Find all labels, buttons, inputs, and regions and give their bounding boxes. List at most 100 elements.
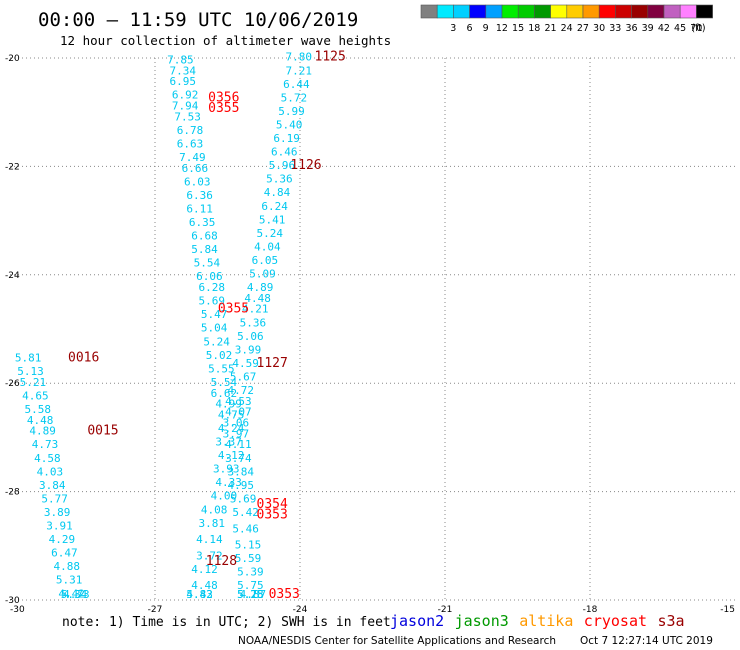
wave-height-point: 4.08 [201,503,228,516]
wave-height-point: 3.37 [215,436,242,449]
wave-height-point: 6.35 [189,216,216,229]
scale-label: 12 [496,23,508,34]
wave-height-point: 7.21 [286,64,313,77]
wave-height-point: 5.54 [194,257,221,270]
y-tick-label: -24 [5,271,20,281]
wave-height-point: 4.07 [225,406,252,419]
wave-height-point: 3.93 [213,463,240,476]
scale-swatch [566,4,584,19]
wave-height-point: 4.29 [49,533,76,546]
wave-height-point: 4.88 [54,560,81,573]
wave-height-point: 6.36 [186,189,213,202]
satellite-legend-item: cryosat [584,612,647,630]
scale-swatch [534,4,551,19]
wave-height-point: 5.34 [61,588,88,601]
wave-height-point: 6.19 [273,132,300,145]
scale-swatch [469,4,487,19]
wave-height-point: 5.41 [259,213,286,226]
scale-label: 27 [577,23,589,34]
satellite-legend-item: jason3 [455,612,509,630]
scale-label: 24 [561,23,573,34]
wave-height-point: 4.12 [191,563,218,576]
scale-label: 30 [593,23,605,34]
wave-height-point: 4.00 [211,490,238,503]
wave-height-point: 7.34 [170,64,197,77]
wave-height-point: 5.77 [41,492,68,505]
wave-height-point: 6.46 [271,146,298,159]
color-scale-legend: 3 6 9 12 15 18 21 24 27 30 33 36 39 42 45 70(ft) [420,4,713,34]
scale-label: 15 [512,23,524,34]
scale-label: 45 [674,23,686,34]
wave-height-point: 5.55 [208,362,235,375]
wave-height-point: 4.53 [225,395,252,408]
x-tick-label: -21 [438,605,453,615]
wave-height-point: 5.99 [278,105,305,118]
wave-height-point: 6.11 [186,202,213,215]
scale-swatch [501,4,519,19]
scale-label: 18 [528,23,540,34]
wave-height-point: 4.84 [264,186,291,199]
pass-time-label: 1127 [257,356,288,371]
scale-swatch [696,4,713,19]
wave-height-point: 4.11 [225,438,252,451]
wave-height-point: 3.97 [223,427,250,440]
wave-height-point: 7.80 [286,51,313,64]
wave-height-point: 5.72 [281,91,308,104]
wave-height-point: 5.09 [249,268,276,281]
scale-swatch [663,4,681,19]
satellite-legend: jason2 jason3 altika cryosat s3a [390,612,685,630]
wave-height-point: 5.36 [240,316,266,329]
scale-swatch [598,4,616,19]
wave-height-point: 6.28 [199,281,226,294]
pass-time-label: 1125 [315,50,346,65]
wave-height-point: 5.36 [266,173,293,186]
wave-height-point: 3.89 [44,506,70,519]
footer-timestamp: Oct 7 12:27:14 UTC 2019 [580,635,713,647]
wave-height-point: 4.73 [32,438,59,451]
pass-time-label: 0354 [257,497,288,512]
x-tick-label: -27 [148,605,163,615]
wave-height-point: 4.95 [228,479,255,492]
wave-height-point: 6.62 [211,387,238,400]
x-tick-label: -24 [293,605,308,615]
wave-height-point: 5.40 [276,118,303,131]
wave-height-point: 4.12 [218,449,245,462]
satellite-legend-item: jason2 [390,612,444,630]
wave-height-point: 7.94 [172,99,199,112]
wave-height-point: 5.69 [230,492,257,505]
chart-subtitle: 12 hour collection of altimeter wave hei… [60,33,391,48]
wave-height-point: 3.06 [223,417,250,430]
scale-label: 9 [483,23,489,34]
pass-time-label: 0353 [269,587,300,602]
scale-label: 36 [625,23,637,34]
wave-height-point: 4.89 [247,281,273,294]
satellite-legend-item: altika [519,612,573,630]
scale-swatch [453,4,470,19]
wave-height-point: 5.02 [206,349,233,362]
wave-height-point: 5.75 [237,579,264,592]
pass-time-label: 0016 [68,351,99,366]
wave-height-point: 4.48 [27,414,53,427]
wave-height-point: 5.21 [20,376,46,389]
x-tick-label: -18 [583,605,598,615]
y-tick-label: -28 [5,488,20,498]
scale-label: 33 [609,23,621,34]
wave-height-point: 4.03 [37,465,64,478]
scale-label: (ft) [691,23,705,34]
wave-height-point: 6.78 [177,124,204,137]
wave-height-point: 6.47 [51,547,77,560]
wave-height-point: 5.54 [211,376,238,389]
wave-height-point: 5.24 [257,227,284,240]
x-tick-label: -15 [720,605,735,615]
data-points: 7.857.346.956.927.947.536.786.637.496.66… [15,51,312,601]
pass-time-label: 0015 [87,424,118,439]
satellite-legend-item: s3a [658,612,685,630]
scale-label: 39 [642,23,654,34]
scale-swatch [436,4,454,19]
wave-height-point: 3.84 [228,465,255,478]
wave-height-point: 4.75 [218,408,245,421]
wave-height-point: 4.42 [58,587,84,600]
wave-height-point: 5.39 [237,566,264,579]
wave-height-point: 4.58 [34,452,61,465]
wave-height-point: 5.04 [201,322,228,335]
